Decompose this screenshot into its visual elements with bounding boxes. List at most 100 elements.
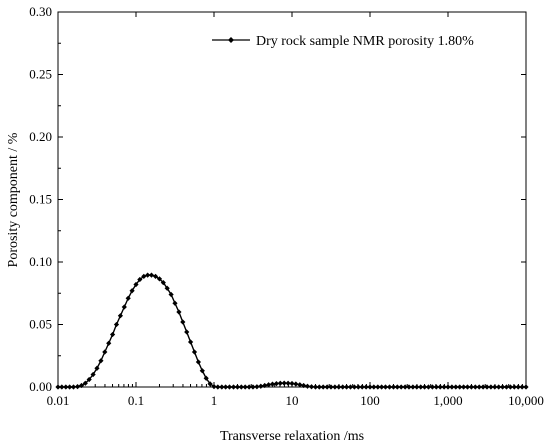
data-point bbox=[414, 384, 420, 390]
data-point bbox=[234, 384, 241, 390]
data-point bbox=[94, 365, 100, 371]
y-tick-label: 0.05 bbox=[29, 317, 52, 332]
data-point bbox=[379, 384, 385, 390]
data-point bbox=[484, 384, 490, 390]
data-point bbox=[168, 291, 174, 298]
x-tick-label: 0.1 bbox=[128, 393, 144, 408]
data-point bbox=[468, 384, 474, 390]
data-point bbox=[371, 384, 377, 390]
data-point bbox=[418, 384, 424, 390]
data-point bbox=[82, 380, 88, 386]
data-point bbox=[375, 384, 381, 390]
data-point bbox=[242, 384, 248, 390]
data-point bbox=[363, 384, 369, 390]
data-point bbox=[301, 382, 307, 389]
data-point bbox=[449, 384, 455, 390]
data-point bbox=[215, 384, 221, 390]
x-tick-label: 10 bbox=[286, 393, 299, 408]
data-point bbox=[281, 380, 287, 386]
data-point bbox=[262, 382, 268, 389]
y-tick-label: 0.15 bbox=[29, 192, 52, 207]
data-point bbox=[223, 384, 229, 390]
data-point bbox=[500, 384, 506, 390]
legend: Dry rock sample NMR porosity 1.80% bbox=[212, 34, 474, 49]
data-point bbox=[382, 384, 389, 390]
data-point bbox=[472, 384, 478, 390]
data-point bbox=[480, 384, 486, 390]
data-point bbox=[433, 384, 439, 390]
data-point bbox=[312, 384, 319, 390]
data-point bbox=[203, 375, 209, 381]
data-point bbox=[464, 384, 471, 390]
data-point bbox=[351, 384, 358, 390]
data-point bbox=[226, 384, 233, 390]
data-point bbox=[180, 319, 186, 325]
data-point bbox=[308, 384, 315, 390]
data-point bbox=[386, 384, 393, 390]
data-point bbox=[503, 384, 510, 390]
data-point bbox=[70, 384, 77, 390]
data-point bbox=[293, 381, 299, 387]
data-point bbox=[402, 384, 408, 390]
data-point bbox=[238, 384, 244, 390]
data-point bbox=[269, 381, 276, 387]
data-point bbox=[367, 384, 373, 390]
plot-area bbox=[57, 11, 527, 388]
legend-label: Dry rock sample NMR porosity 1.80% bbox=[256, 34, 474, 49]
data-point bbox=[230, 384, 237, 390]
data-point bbox=[343, 384, 350, 390]
data-point bbox=[304, 383, 311, 389]
data-point bbox=[324, 384, 330, 390]
data-point bbox=[437, 384, 443, 390]
data-point bbox=[129, 288, 135, 294]
data-point bbox=[67, 384, 73, 390]
data-point bbox=[492, 384, 498, 390]
data-point bbox=[488, 384, 494, 390]
data-point bbox=[254, 384, 260, 390]
data-point bbox=[273, 381, 280, 387]
data-point bbox=[320, 384, 326, 390]
data-point bbox=[347, 384, 354, 390]
data-point bbox=[207, 381, 213, 387]
data-point bbox=[507, 384, 514, 390]
data-point bbox=[211, 384, 217, 390]
y-axis-title: Porosity component / % bbox=[6, 132, 21, 267]
data-point bbox=[496, 384, 502, 390]
data-point bbox=[453, 384, 459, 390]
data-point bbox=[250, 384, 256, 390]
y-tick-label: 0.30 bbox=[29, 4, 52, 19]
data-point bbox=[133, 281, 139, 288]
data-point bbox=[316, 384, 322, 390]
data-point bbox=[297, 382, 303, 388]
data-point bbox=[109, 331, 116, 338]
data-point bbox=[519, 384, 525, 390]
data-point bbox=[515, 384, 521, 390]
y-tick-label: 0.25 bbox=[29, 67, 52, 82]
x-axis-title: Transverse relaxation /ms bbox=[220, 429, 364, 444]
data-point bbox=[152, 273, 159, 279]
data-point bbox=[425, 384, 432, 390]
data-point bbox=[160, 280, 166, 286]
data-point bbox=[265, 382, 272, 388]
data-point bbox=[429, 384, 436, 390]
x-tick-label: 1,000 bbox=[433, 393, 462, 408]
data-point bbox=[523, 384, 529, 390]
data-point bbox=[258, 383, 264, 389]
data-point bbox=[121, 304, 127, 310]
data-point bbox=[137, 276, 143, 283]
data-point bbox=[246, 384, 252, 390]
data-point bbox=[219, 384, 225, 390]
x-tick-label: 100 bbox=[360, 393, 380, 408]
data-point bbox=[277, 380, 283, 386]
data-point bbox=[55, 384, 61, 390]
data-point bbox=[511, 384, 517, 390]
data-point bbox=[441, 384, 447, 390]
data-point bbox=[164, 285, 170, 291]
series-layer bbox=[55, 272, 529, 390]
data-point bbox=[74, 384, 81, 390]
data-point bbox=[106, 340, 112, 346]
data-point bbox=[285, 380, 291, 386]
data-point bbox=[148, 272, 155, 278]
legend-marker bbox=[228, 37, 234, 43]
